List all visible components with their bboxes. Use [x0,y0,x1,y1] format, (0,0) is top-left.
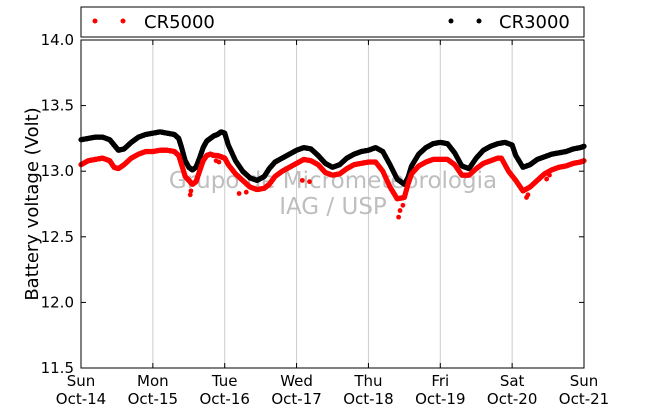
series-cr5000-outlier [525,192,531,198]
x-tick-label-day: Fri [431,372,449,390]
x-tick-label-day: Sun [67,372,96,390]
series-cr5000-outlier [544,176,550,182]
x-tick-label-day: Sun [570,372,599,390]
x-tick-label-date: Oct-20 [487,390,537,408]
watermark-line-1: Grupo de Micrometeorologia [169,168,497,194]
x-tick-label-date: Oct-17 [271,390,321,408]
x-tick-label-day: Thu [353,372,382,390]
y-axis-label: Battery voltage (Volt) [22,107,43,300]
x-tick-label-day: Wed [280,372,313,390]
series-cr5000-outlier [243,189,249,195]
series-cr5000-outlier [187,192,193,198]
x-tick-label-date: Oct-21 [559,390,609,408]
y-tick-label: 11.5 [41,359,74,377]
legend: CR5000 CR3000 [80,6,585,38]
series-cr5000-outlier [216,159,222,165]
axis-ticks: SunOct-14MonOct-15TueOct-16WedOct-17ThuO… [41,31,610,408]
series-cr5000-outlier [400,202,406,208]
legend-label-cr5000: CR5000 [144,12,215,33]
x-tick-label-day: Tue [211,372,238,390]
legend-marker-cr5000 [92,18,98,24]
legend-marker-cr3000 [476,18,482,24]
series-cr5000-outlier [547,172,552,178]
series-cr5000-outlier [397,208,403,213]
x-tick-label-date: Oct-14 [56,390,106,408]
series-cr5000-outlier [299,177,305,183]
y-tick-label: 13.0 [41,162,74,180]
series-cr5000-outlier [236,191,242,196]
x-tick-label-date: Oct-18 [343,390,393,408]
plot-area-frame [80,39,585,369]
y-tick-label: 12.0 [41,293,74,311]
series-cr5000-outlier [307,179,312,185]
series-cr5000-outlier [188,188,194,194]
legend-box [80,6,585,38]
legend-marker-cr3000 [448,18,454,24]
watermark-line-2: IAG / USP [279,194,387,220]
y-tick-label: 12.5 [41,228,74,246]
data-series [78,129,587,220]
grid-lines [152,40,513,368]
series-cr5000-outlier [396,214,402,220]
x-tick-label-date: Oct-19 [415,390,465,408]
watermark: Grupo de Micrometeorologia IAG / USP [169,168,497,220]
y-tick-label: 14.0 [41,31,74,49]
x-tick-label-day: Sat [500,372,525,390]
x-tick-label-day: Mon [137,372,169,390]
y-tick-label: 13.5 [41,97,74,115]
x-tick-label-date: Oct-16 [199,390,249,408]
x-tick-label-date: Oct-15 [128,390,178,408]
legend-marker-cr5000 [120,18,126,24]
legend-label-cr3000: CR3000 [499,12,570,33]
